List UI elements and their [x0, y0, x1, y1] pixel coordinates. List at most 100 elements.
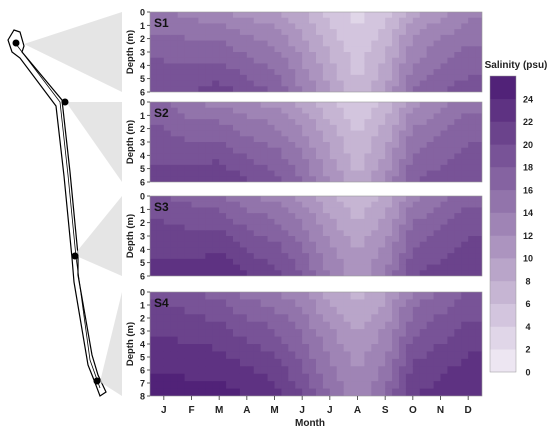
salinity-cell: [281, 344, 289, 353]
salinity-cell: [281, 74, 289, 82]
salinity-cell: [316, 292, 324, 301]
salinity-cell: [316, 351, 324, 360]
salinity-cell: [274, 86, 283, 92]
salinity-cell: [385, 224, 393, 231]
salinity-cell: [399, 329, 407, 338]
salinity-cell: [281, 63, 289, 70]
month-tick-label: J: [299, 405, 305, 416]
salinity-cell: [371, 213, 379, 220]
salinity-cell: [343, 63, 352, 70]
salinity-cell: [274, 34, 283, 42]
salinity-cell: [440, 213, 449, 220]
salinity-cell: [364, 218, 372, 226]
salinity-cell: [454, 40, 462, 47]
salinity-cell: [412, 366, 421, 375]
salinity-cell: [433, 306, 442, 315]
salinity-cell: [447, 201, 455, 209]
salinity-cell: [364, 196, 372, 203]
station-s2-marker: [61, 98, 69, 106]
salinity-cell: [399, 40, 407, 47]
salinity-cell: [316, 40, 324, 47]
salinity-cell: [412, 218, 421, 226]
salinity-cell: [191, 29, 200, 36]
salinity-cell: [226, 218, 234, 226]
salinity-cell: [274, 207, 283, 214]
salinity-cell: [205, 124, 213, 132]
salinity-cell: [433, 176, 442, 182]
salinity-cell: [468, 366, 476, 375]
salinity-cell: [412, 264, 421, 271]
salinity-cell: [350, 351, 359, 360]
salinity-cell: [198, 314, 206, 323]
salinity-cell: [399, 119, 407, 126]
salinity-cell: [205, 218, 213, 226]
salinity-cell: [364, 270, 372, 276]
salinity-cell: [288, 299, 296, 308]
salinity-cell: [295, 170, 303, 177]
heatmap-cells: [150, 12, 482, 92]
salinity-cell: [392, 12, 400, 19]
salinity-cell: [191, 113, 200, 120]
salinity-cell: [316, 57, 324, 65]
salinity-cell: [184, 314, 193, 323]
salinity-cell: [156, 69, 165, 76]
salinity-cell: [205, 264, 213, 271]
salinity-cell: [440, 170, 449, 177]
salinity-cell: [419, 170, 428, 177]
salinity-cell: [399, 176, 407, 182]
salinity-cell: [156, 46, 165, 53]
salinity-cell: [357, 69, 366, 76]
salinity-cell: [461, 292, 469, 301]
salinity-cell: [288, 336, 296, 345]
salinity-cell: [364, 69, 372, 76]
salinity-cell: [385, 358, 393, 367]
salinity-cell: [281, 69, 289, 76]
salinity-cell: [350, 40, 359, 47]
salinity-cell: [267, 213, 276, 220]
salinity-cell: [350, 373, 359, 382]
salinity-cell: [198, 113, 206, 120]
salinity-cell: [357, 147, 366, 155]
salinity-cell: [371, 29, 379, 36]
salinity-cell: [322, 170, 331, 177]
salinity-cell: [267, 130, 276, 137]
salinity-cell: [184, 388, 193, 396]
salinity-cell: [371, 124, 379, 132]
salinity-cell: [150, 113, 158, 120]
salinity-cell: [267, 236, 276, 243]
colorbar-tick-label: 8: [525, 276, 530, 286]
salinity-cell: [468, 147, 476, 155]
colorbar-swatch: [490, 121, 516, 145]
colorbar-tick-label: 10: [523, 254, 533, 264]
salinity-cell: [212, 130, 220, 137]
salinity-cell: [426, 113, 435, 120]
salinity-cell: [170, 164, 179, 172]
salinity-cell: [357, 74, 366, 82]
salinity-cell: [405, 388, 414, 396]
salinity-cell: [295, 306, 303, 315]
salinity-cell: [336, 351, 345, 360]
salinity-cell: [253, 164, 262, 172]
salinity-cell: [357, 292, 366, 301]
salinity-cell: [343, 164, 352, 172]
salinity-cell: [447, 329, 455, 338]
salinity-cell: [364, 358, 372, 367]
salinity-cell: [233, 46, 241, 53]
salinity-cell: [288, 136, 296, 143]
salinity-cell: [219, 142, 227, 149]
salinity-cell: [447, 270, 455, 276]
salinity-cell: [212, 351, 220, 360]
salinity-cell: [454, 329, 462, 338]
salinity-cell: [412, 207, 421, 214]
salinity-cell: [295, 29, 303, 36]
salinity-cell: [392, 170, 400, 177]
salinity-cell: [267, 124, 276, 132]
salinity-cell: [350, 102, 359, 109]
salinity-cell: [475, 366, 482, 375]
salinity-cell: [336, 321, 345, 330]
salinity-cell: [281, 201, 289, 209]
salinity-cell: [150, 373, 158, 382]
salinity-cell: [440, 388, 449, 396]
salinity-cell: [302, 17, 310, 25]
salinity-cell: [191, 170, 200, 177]
